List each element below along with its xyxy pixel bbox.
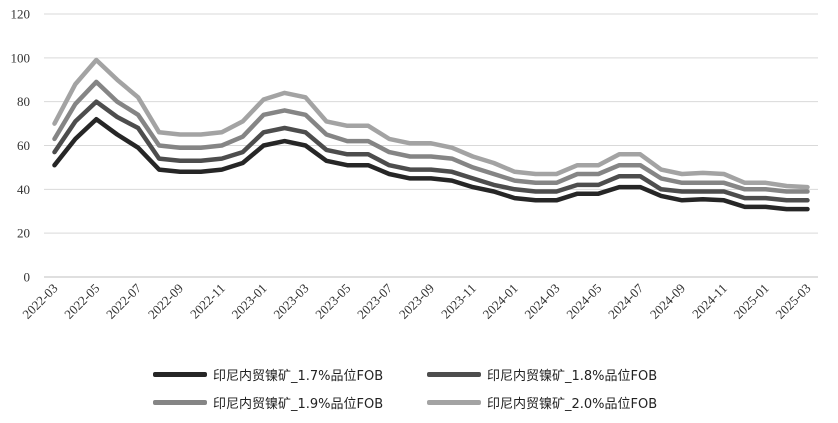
series-lines bbox=[52, 57, 810, 212]
x-tick-label: 2024-09 bbox=[647, 281, 688, 322]
y-axis-ticks: 0 20 40 60 80 100 120 bbox=[11, 7, 31, 285]
y-tick-label: 80 bbox=[17, 94, 30, 109]
x-tick-label: 2023-01 bbox=[229, 281, 270, 322]
x-tick-label: 2022-09 bbox=[145, 281, 186, 322]
legend-swatch bbox=[153, 372, 207, 377]
x-tick-label: 2024-01 bbox=[480, 281, 521, 322]
x-tick-label: 2022-07 bbox=[103, 280, 145, 322]
legend-swatch bbox=[427, 400, 481, 405]
series-line bbox=[52, 79, 810, 194]
x-tick-label: 2023-09 bbox=[396, 281, 437, 322]
x-tick-label: 2023-03 bbox=[270, 281, 311, 322]
legend-item-1.7: 印尼内贸镍矿_1.7%品位FOB bbox=[153, 365, 383, 384]
legend-label: 印尼内贸镍矿_1.8%品位FOB bbox=[487, 369, 658, 384]
x-tick-label: 2024-03 bbox=[521, 281, 562, 322]
legend-label: 印尼内贸镍矿_1.9%品位FOB bbox=[213, 397, 384, 412]
x-tick-label: 2022-11 bbox=[187, 281, 228, 322]
x-axis-ticks: 2022-03 2022-05 2022-07 2022-09 2022-11 2023-… bbox=[19, 280, 813, 322]
x-tick-label: 2024-11 bbox=[689, 281, 730, 322]
x-tick-label: 2024-07 bbox=[605, 280, 647, 322]
legend-swatch bbox=[153, 400, 207, 405]
legend-item-1.9: 印尼内贸镍矿_1.9%品位FOB bbox=[153, 393, 383, 412]
y-tick-label: 0 bbox=[24, 270, 31, 285]
x-tick-label: 2022-05 bbox=[61, 281, 102, 322]
series-line bbox=[52, 99, 810, 203]
series-line bbox=[52, 116, 810, 212]
x-tick-label: 2023-11 bbox=[438, 281, 479, 322]
x-tick-label: 2025-03 bbox=[772, 281, 813, 322]
x-tick-label: 2022-03 bbox=[19, 281, 60, 322]
legend-swatch bbox=[427, 372, 481, 377]
series-line bbox=[52, 57, 810, 190]
legend-item-1.8: 印尼内贸镍矿_1.8%品位FOB bbox=[427, 365, 657, 384]
x-tick-label: 2023-07 bbox=[354, 280, 396, 322]
x-tick-label: 2023-05 bbox=[312, 281, 353, 322]
legend-label: 印尼内贸镍矿_2.0%品位FOB bbox=[487, 397, 658, 412]
y-tick-label: 20 bbox=[17, 226, 30, 241]
x-tick-label: 2025-01 bbox=[731, 281, 772, 322]
y-tick-label: 120 bbox=[11, 7, 31, 22]
legend-label: 印尼内贸镍矿_1.7%品位FOB bbox=[213, 369, 384, 384]
y-tick-label: 100 bbox=[11, 50, 31, 65]
legend-item-2.0: 印尼内贸镍矿_2.0%品位FOB bbox=[427, 393, 657, 412]
y-tick-label: 60 bbox=[17, 138, 30, 153]
y-tick-label: 40 bbox=[17, 182, 30, 197]
x-tick-label: 2024-05 bbox=[563, 281, 604, 322]
